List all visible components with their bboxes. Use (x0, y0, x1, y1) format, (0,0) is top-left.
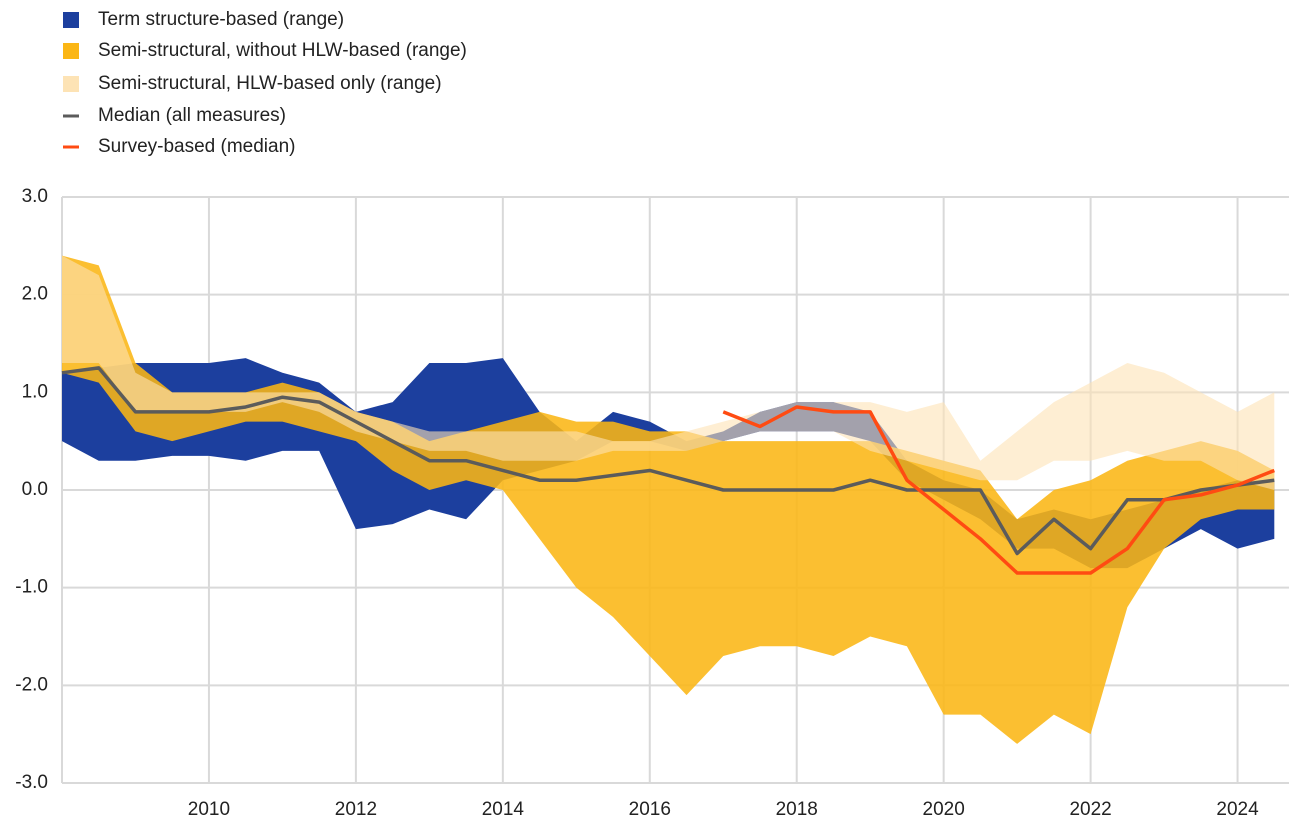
legend-swatch (63, 43, 79, 59)
x-tick-label: 2020 (923, 799, 965, 820)
y-tick-label: 3.0 (22, 186, 48, 207)
legend-swatch (63, 12, 79, 28)
range-band (62, 255, 1275, 490)
y-tick-label: -3.0 (15, 772, 48, 793)
y-tick-label: 0.0 (22, 479, 48, 500)
x-tick-label: 2012 (335, 799, 377, 820)
x-tick-label: 2014 (482, 799, 525, 820)
legend-label: Semi-structural, HLW-based only (range) (98, 73, 442, 94)
legend-label: Term structure-based (range) (98, 9, 344, 30)
x-tick-label: 2024 (1216, 799, 1259, 820)
y-tick-label: 2.0 (22, 284, 48, 305)
legend-swatch (63, 76, 79, 92)
legend-label: Median (all measures) (98, 105, 286, 126)
line (61, 366, 1275, 556)
x-tick-label: 2016 (629, 799, 671, 820)
range-band (62, 255, 1275, 744)
legend-label: Semi-structural, without HLW-based (rang… (98, 40, 467, 61)
x-tick-label: 2022 (1069, 799, 1111, 820)
range-band (62, 358, 1275, 569)
y-tick-label: -1.0 (15, 577, 48, 598)
y-tick-label: 1.0 (22, 381, 48, 402)
x-tick-label: 2018 (776, 799, 818, 820)
legend-label: Survey-based (median) (98, 136, 295, 157)
line (722, 405, 1275, 575)
y-tick-label: -2.0 (15, 674, 48, 695)
x-tick-label: 2010 (188, 799, 230, 820)
